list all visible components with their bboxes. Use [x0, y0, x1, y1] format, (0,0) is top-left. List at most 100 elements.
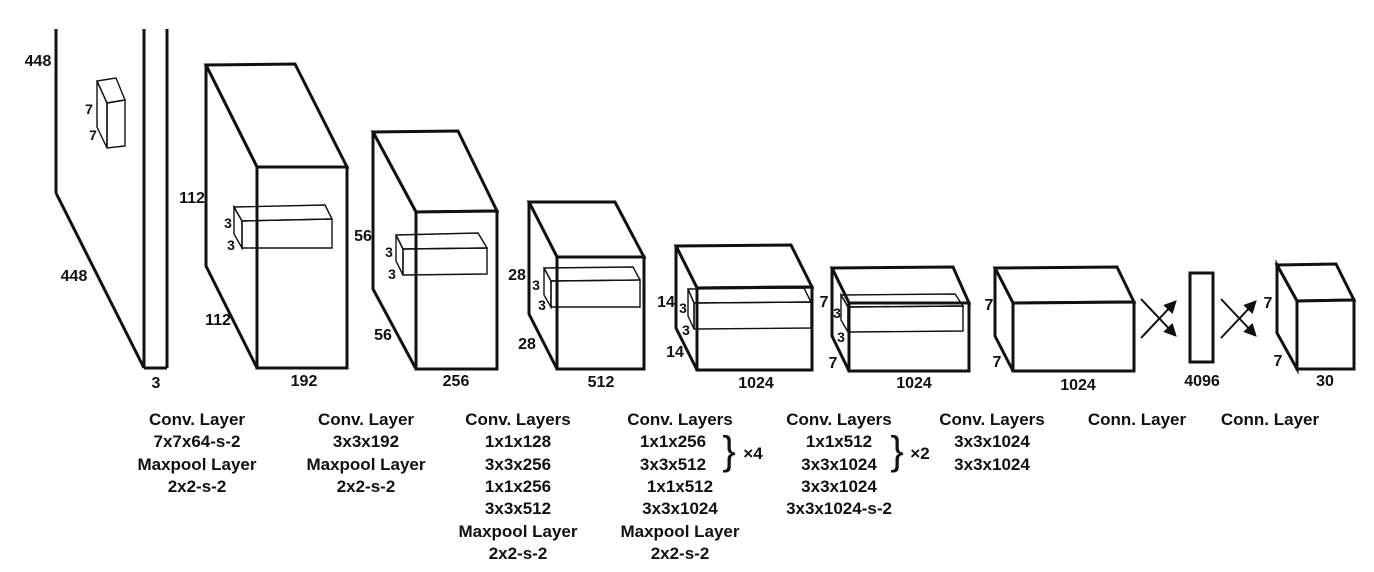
- block-3-height-label: 28: [508, 267, 526, 284]
- block-1-kernel-height-label: 3: [224, 215, 232, 231]
- fc-vector-4096: [1188, 271, 1215, 364]
- input-kernel-box: [95, 77, 126, 149]
- conv-block-5-kernel-box: [839, 292, 965, 335]
- caption-line: 3x3x512: [485, 499, 551, 518]
- conv-block-4: [673, 243, 815, 372]
- input-depth-label: 3: [152, 375, 161, 392]
- fc-vector-size-label: 4096: [1184, 373, 1220, 390]
- block-5-kernel-width-label: 3: [837, 329, 845, 345]
- caption-conv-layers-6: Conv. Layers 3x3x1024 3x3x1024: [939, 410, 1045, 474]
- block-4-width-label: 14: [666, 344, 684, 361]
- caption-line: Maxpool Layer: [458, 522, 577, 541]
- fc-crossing-arrows-2: [1220, 298, 1257, 339]
- repeat-count-label: ×2: [910, 444, 929, 463]
- caption-line: Conv. Layers: [465, 410, 571, 429]
- block-1-width-label: 112: [205, 312, 231, 329]
- caption-conv-layer-2: Conv. Layer 3x3x192 Maxpool Layer 2x2-s-…: [306, 410, 425, 496]
- block-4-kernel-height-label: 3: [679, 300, 687, 316]
- block-3-kernel-width-label: 3: [538, 297, 546, 313]
- block-1-depth-label: 192: [291, 373, 318, 390]
- block-3-kernel-height-label: 3: [532, 277, 540, 293]
- caption-line: Conn. Layer: [1088, 410, 1187, 429]
- block-5-depth-label: 1024: [896, 375, 932, 392]
- block-1-height-label: 112: [179, 190, 205, 207]
- caption-line: 1x1x256: [485, 477, 551, 496]
- input-image-plane: [54, 29, 169, 370]
- caption-line: Maxpool Layer: [137, 455, 256, 474]
- caption-line: 3x3x1024: [642, 499, 718, 518]
- conv-block-3-kernel-box: [542, 266, 642, 310]
- caption-line: Conn. Layer: [1221, 410, 1320, 429]
- caption-conv-layers-5: Conv. Layers 1x1x512 3x3x1024 } ×2 3x3x1…: [786, 410, 930, 518]
- conv-block-5: [829, 265, 972, 373]
- block-2-width-label: 56: [374, 327, 392, 344]
- block-5-width-label: 7: [829, 355, 838, 372]
- caption-line: Conv. Layer: [149, 410, 245, 429]
- caption-line: 2x2-s-2: [168, 477, 227, 496]
- caption-line: 7x7x64-s-2: [154, 432, 241, 451]
- caption-line: Conv. Layers: [939, 410, 1045, 429]
- output-tensor-cube: [1274, 259, 1357, 375]
- caption-line: 3x3x1024-s-2: [786, 499, 892, 518]
- conv-block-6: [992, 265, 1137, 373]
- block-2-depth-label: 256: [443, 373, 470, 390]
- output-height-label: 7: [1264, 295, 1273, 312]
- conv-block-4-kernel-box: [686, 287, 813, 330]
- input-kernel-width-label: 7: [89, 127, 97, 143]
- caption-conn-layer-2: Conn. Layer: [1221, 410, 1320, 429]
- caption-line: Conv. Layer: [318, 410, 414, 429]
- caption-line: Conv. Layers: [627, 410, 733, 429]
- input-height-label: 448: [25, 53, 52, 70]
- block-2-height-label: 56: [354, 228, 372, 245]
- conv-block-3: [526, 200, 647, 371]
- caption-line: Maxpool Layer: [620, 522, 739, 541]
- output-depth-label: 30: [1316, 373, 1334, 390]
- block-1-kernel-width-label: 3: [227, 237, 235, 253]
- caption-line: 3x3x256: [485, 455, 551, 474]
- block-2-kernel-width-label: 3: [388, 266, 396, 282]
- caption-conn-layer-1: Conn. Layer: [1088, 410, 1187, 429]
- caption-line: 1x1x256: [640, 432, 706, 451]
- block-4-depth-label: 1024: [738, 375, 774, 392]
- block-3-depth-label: 512: [588, 374, 615, 391]
- block-6-depth-label: 1024: [1060, 377, 1096, 394]
- caption-line: 3x3x512: [640, 455, 706, 474]
- conv-block-1: [203, 62, 350, 370]
- repeat-count-label: ×4: [743, 444, 763, 463]
- repeat-brace: }: [890, 429, 903, 473]
- caption-line: 3x3x1024: [801, 477, 877, 496]
- conv-block-2-kernel-box: [394, 232, 489, 276]
- block-2-kernel-height-label: 3: [385, 244, 393, 260]
- conv-block-1-kernel-box: [232, 204, 334, 251]
- caption-conv-layers-4: Conv. Layers 1x1x256 3x3x512 } ×4 1x1x51…: [620, 410, 763, 563]
- caption-line: 2x2-s-2: [337, 477, 396, 496]
- caption-line: 1x1x128: [485, 432, 551, 451]
- input-width-label: 448: [61, 268, 88, 285]
- caption-line: Maxpool Layer: [306, 455, 425, 474]
- caption-line: 3x3x1024: [801, 455, 877, 474]
- block-6-width-label: 7: [993, 354, 1002, 371]
- caption-conv-layers-3: Conv. Layers 1x1x128 3x3x256 1x1x256 3x3…: [458, 410, 577, 563]
- caption-line: 3x3x1024: [954, 455, 1030, 474]
- caption-line: 1x1x512: [647, 477, 713, 496]
- block-4-height-label: 14: [657, 294, 675, 311]
- caption-conv-layer-1: Conv. Layer 7x7x64-s-2 Maxpool Layer 2x2…: [137, 410, 256, 496]
- caption-line: 3x3x1024: [954, 432, 1030, 451]
- caption-line: 2x2-s-2: [651, 544, 710, 563]
- caption-line: 3x3x192: [333, 432, 399, 451]
- fc-crossing-arrows-1: [1140, 298, 1177, 339]
- caption-line: 2x2-s-2: [489, 544, 548, 563]
- caption-line: 1x1x512: [806, 432, 872, 451]
- input-kernel-height-label: 7: [85, 101, 93, 117]
- block-5-height-label: 7: [820, 294, 829, 311]
- conv-block-2: [370, 129, 500, 371]
- repeat-brace: }: [722, 429, 735, 473]
- output-width-label: 7: [1274, 353, 1283, 370]
- caption-line: Conv. Layers: [786, 410, 892, 429]
- block-6-height-label: 7: [985, 297, 994, 314]
- block-3-width-label: 28: [518, 336, 536, 353]
- block-5-kernel-height-label: 3: [833, 305, 841, 321]
- block-4-kernel-width-label: 3: [682, 322, 690, 338]
